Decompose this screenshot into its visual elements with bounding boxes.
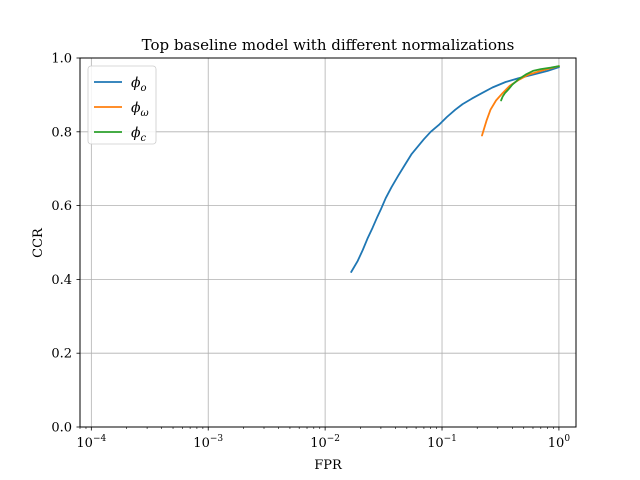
series-layer (350, 65, 560, 273)
x-tick-label: 100 (548, 434, 571, 451)
legend: ϕo ϕω ϕc (87, 65, 157, 145)
x-tick-label: 10−3 (193, 434, 223, 451)
y-tick-label: 0.8 (51, 125, 72, 140)
x-tick-label: 10−2 (310, 434, 340, 451)
series-line-ω (481, 65, 560, 137)
y-axis-label: CCR (31, 227, 46, 258)
y-tick-label: 1.0 (51, 52, 72, 67)
legend-box (87, 65, 157, 145)
legend-label: ϕω (131, 100, 149, 119)
series-line-o (350, 66, 560, 273)
y-tick-label: 0.6 (51, 199, 72, 214)
y-tick-label: 0.0 (51, 421, 72, 436)
axes: 10−4 10−3 10−2 10−1 100 0.0 0.2 0.4 0.6 0.8 1.0 (51, 52, 570, 452)
chart-title: Top baseline model with different normal… (142, 36, 515, 54)
x-axis-label: FPR (314, 458, 343, 473)
y-tick-label: 0.4 (51, 273, 72, 288)
y-tick-label: 0.2 (51, 347, 72, 362)
legend-label: ϕo (131, 75, 147, 94)
x-tick-label: 10−1 (427, 434, 457, 451)
series-line-c (500, 65, 560, 102)
x-tick-label: 10−4 (76, 434, 106, 451)
legend-label: ϕc (131, 125, 147, 144)
plot-frame (79, 57, 577, 428)
